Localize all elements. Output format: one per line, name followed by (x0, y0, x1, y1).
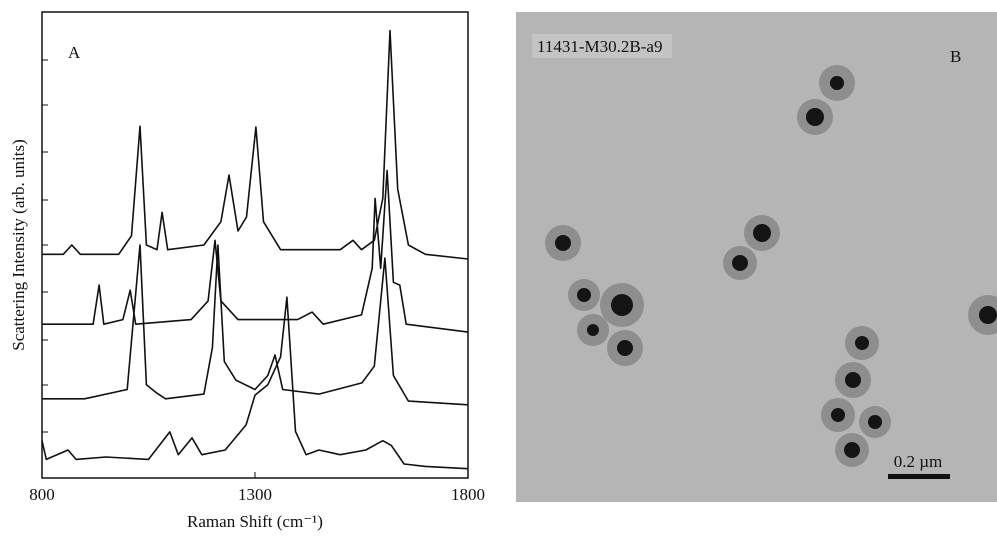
particle-core (845, 372, 861, 388)
particle-core (617, 340, 633, 356)
panel-label: B (950, 47, 961, 66)
x-tick-label: 1300 (238, 485, 272, 504)
particle-core (753, 224, 771, 242)
x-axis-label: Raman Shift (cm⁻¹) (187, 512, 323, 531)
panel-label: A (68, 43, 81, 62)
tem-image: 11431-M30.2B-a9 B 0.2 µm (516, 12, 997, 502)
particle-core (844, 442, 860, 458)
plot-frame (42, 12, 468, 478)
scale-bar (888, 474, 950, 479)
particle-core (830, 76, 844, 90)
spectrum-line (42, 245, 468, 405)
figure: A Raman Shift (cm⁻¹) Scattering Intensit… (0, 0, 997, 538)
sample-label: 11431-M30.2B-a9 (537, 37, 662, 56)
y-axis-label: Scattering Intensity (arb. units) (9, 139, 28, 351)
particle-core (855, 336, 869, 350)
particle-core (868, 415, 882, 429)
particle-core (979, 306, 997, 324)
spectrum-line (42, 31, 468, 259)
x-tick-label: 800 (29, 485, 55, 504)
spectrum-line (42, 170, 468, 332)
particle-core (806, 108, 824, 126)
particle-core (555, 235, 571, 251)
particle-core (577, 288, 591, 302)
particle-core (587, 324, 599, 336)
particle-core (732, 255, 748, 271)
image-background (516, 12, 997, 502)
y-tick-marks (42, 60, 48, 432)
particle-core (831, 408, 845, 422)
x-tick-label: 1800 (451, 485, 485, 504)
scale-bar-label: 0.2 µm (894, 452, 943, 471)
particle-core (611, 294, 633, 316)
